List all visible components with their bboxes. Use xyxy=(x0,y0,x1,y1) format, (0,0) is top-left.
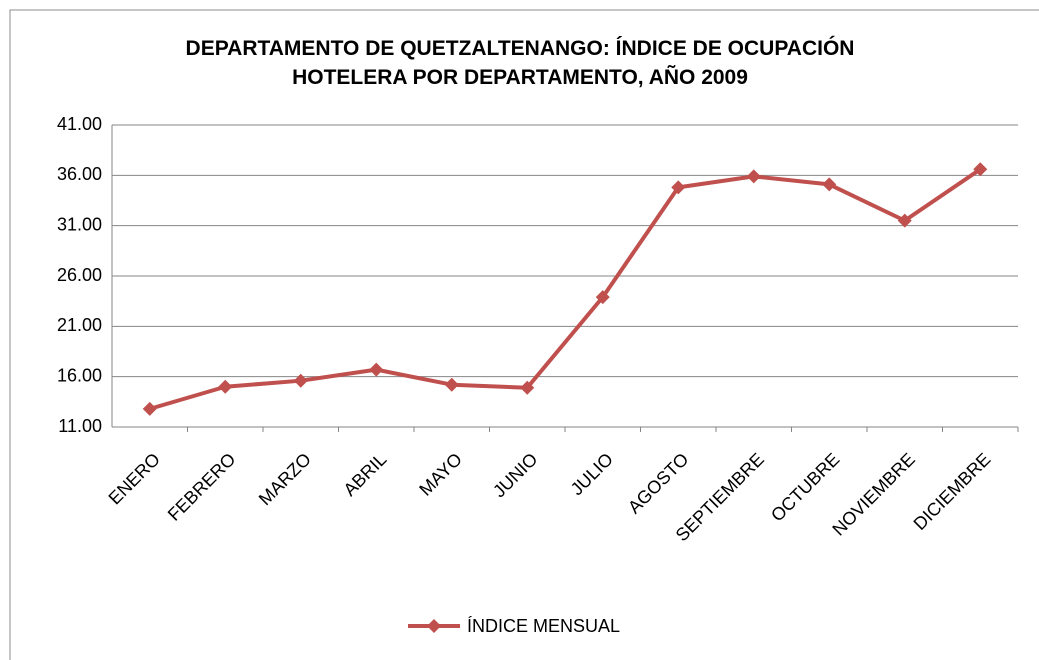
x-tick-label: FEBRERO xyxy=(164,449,240,525)
x-tick-label: MAYO xyxy=(415,449,466,500)
x-tick-label: JUNIO xyxy=(489,449,541,501)
data-point xyxy=(595,290,610,305)
data-point xyxy=(218,379,233,394)
data-point xyxy=(444,377,459,392)
data-point xyxy=(897,213,912,228)
series-line xyxy=(149,167,982,411)
data-point xyxy=(293,373,308,388)
x-tick-label: DICIEMBRE xyxy=(910,449,995,534)
x-tick-label: ABRIL xyxy=(340,449,391,500)
data-point xyxy=(369,362,384,377)
y-tick-label: 21.00 xyxy=(57,315,102,335)
data-point xyxy=(973,162,988,177)
x-tick-label: AGOSTO xyxy=(624,449,692,517)
chart-title: DEPARTAMENTO DE QUETZALTENANGO: ÍNDICE D… xyxy=(185,37,855,89)
x-tick-label: ENERO xyxy=(105,449,164,508)
x-tick-label: JULIO xyxy=(567,449,617,499)
y-tick-label: 11.00 xyxy=(58,416,102,436)
data-point xyxy=(142,401,157,416)
x-tick-label: OCTUBRE xyxy=(767,449,843,525)
legend-label: ÍNDICE MENSUAL xyxy=(467,616,620,636)
legend-marker xyxy=(427,619,441,633)
x-tick-label: MARZO xyxy=(255,449,315,509)
data-point xyxy=(822,177,837,192)
data-point xyxy=(746,169,761,184)
y-tick-label: 31.00 xyxy=(57,214,102,234)
y-tick-label: 26.00 xyxy=(57,265,102,285)
chart-border xyxy=(9,9,1039,660)
y-tick-label: 16.00 xyxy=(57,365,102,385)
y-tick-label: 41.00 xyxy=(57,114,102,134)
y-tick-label: 36.00 xyxy=(57,164,102,184)
data-point xyxy=(671,180,686,195)
data-point xyxy=(520,380,535,395)
